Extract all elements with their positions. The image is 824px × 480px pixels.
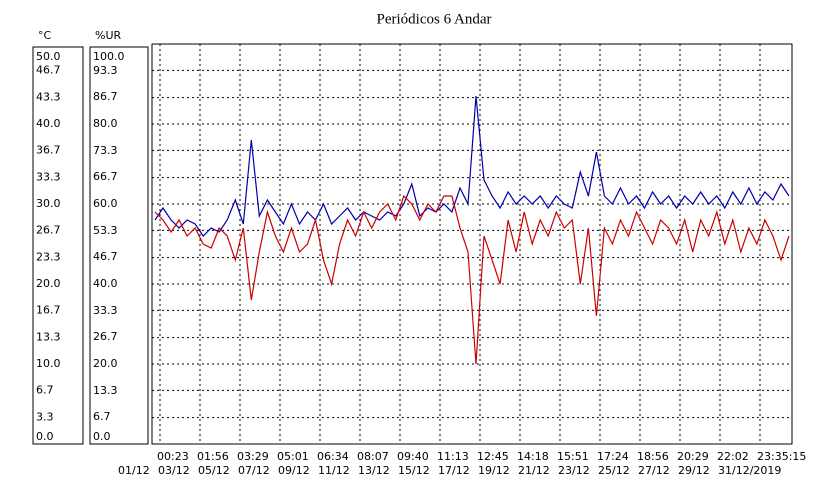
y-tick-label: 30.0 xyxy=(36,197,61,210)
y2-tick-label: 80.0 xyxy=(93,117,118,130)
y2-tick-label: 33.3 xyxy=(93,304,118,317)
y2-tick-label: 6.7 xyxy=(93,410,111,423)
x-tick-label: 12:45 xyxy=(477,450,509,463)
x-tick-label: 20:29 xyxy=(677,450,709,463)
x-tick-label: 18:56 xyxy=(637,450,669,463)
y-tick-label: 13.3 xyxy=(36,331,61,344)
y-axis-unit: °C xyxy=(38,29,52,42)
data-line xyxy=(154,95,790,237)
x-tick-label: 23:35:15 xyxy=(757,450,806,463)
y2-axis-box xyxy=(89,46,149,445)
y2-tick-label: 40.0 xyxy=(93,277,118,290)
x-tick-label: 06:34 xyxy=(317,450,349,463)
y2-tick-label: 66.7 xyxy=(93,170,118,183)
y2-tick-label: 86.7 xyxy=(93,90,118,103)
plot-area xyxy=(151,43,793,445)
y2-tick-label: 53.3 xyxy=(93,224,118,237)
y-tick-label: 10.0 xyxy=(36,357,61,370)
x-tick-label: 14:18 xyxy=(517,450,549,463)
x-tick-label: 09:40 xyxy=(397,450,429,463)
x-tick-label: 22:02 xyxy=(717,450,749,463)
x-tick-label: 08:07 xyxy=(357,450,389,463)
x-tick-label: 29/12 xyxy=(678,464,710,477)
y2-tick-label: 13.3 xyxy=(93,384,118,397)
y-tick-label: 20.0 xyxy=(36,277,61,290)
x-tick-label: 09/12 xyxy=(278,464,310,477)
y2-tick-label: 73.3 xyxy=(93,144,118,157)
x-tick-label: 27/12 xyxy=(638,464,670,477)
chart-title: Periódicos 6 Andar xyxy=(377,11,492,27)
x-tick-label: 23/12 xyxy=(558,464,590,477)
y-tick-label: 36.7 xyxy=(36,143,61,156)
y2-tick-label: 20.0 xyxy=(93,357,118,370)
x-tick-label: 15/12 xyxy=(398,464,430,477)
y-tick-label: 33.3 xyxy=(36,171,61,184)
x-tick-label: 03:29 xyxy=(237,450,269,463)
y2-tick-label: 0.0 xyxy=(93,430,111,443)
x-tick-label: 01:56 xyxy=(197,450,229,463)
y-tick-label: 26.7 xyxy=(36,223,61,236)
x-tick-label: 01/12 xyxy=(118,464,150,477)
y-tick-label: 46.7 xyxy=(36,63,61,76)
y-tick-label: 3.3 xyxy=(36,411,54,424)
x-tick-label: 25/12 xyxy=(598,464,630,477)
y-tick-label: 43.3 xyxy=(36,91,61,104)
y-tick-label: 23.3 xyxy=(36,251,61,264)
y2-tick-label: 60.0 xyxy=(93,197,118,210)
y-tick-label: 6.7 xyxy=(36,383,54,396)
x-tick-label: 05/12 xyxy=(198,464,230,477)
y2-tick-label: 100.0 xyxy=(93,50,125,63)
x-tick-label: 11/12 xyxy=(318,464,350,477)
x-tick-label: 05:01 xyxy=(277,450,309,463)
y-tick-label: 40.0 xyxy=(36,117,61,130)
x-tick-label: 21/12 xyxy=(518,464,550,477)
x-tick-label: 11:13 xyxy=(437,450,469,463)
y2-axis-unit: %UR xyxy=(95,29,122,42)
x-tick-label: 17:24 xyxy=(597,450,629,463)
y-tick-label: 0.0 xyxy=(36,430,54,443)
y-tick-label: 16.7 xyxy=(36,303,61,316)
x-tick-label: 03/12 xyxy=(158,464,190,477)
y2-tick-label: 46.7 xyxy=(93,250,118,263)
y-axis-box xyxy=(32,46,84,445)
x-tick-label: 17/12 xyxy=(438,464,470,477)
x-tick-label: 31/12/2019 xyxy=(718,464,781,477)
x-tick-label: 07/12 xyxy=(238,464,270,477)
data-line xyxy=(154,194,790,365)
x-tick-label: 15:51 xyxy=(557,450,589,463)
x-tick-label: 19/12 xyxy=(478,464,510,477)
y-tick-label: 50.0 xyxy=(36,50,61,63)
y2-tick-label: 26.7 xyxy=(93,330,118,343)
x-tick-label: 00:23 xyxy=(157,450,189,463)
y2-tick-label: 93.3 xyxy=(93,64,118,77)
x-tick-label: 13/12 xyxy=(358,464,390,477)
